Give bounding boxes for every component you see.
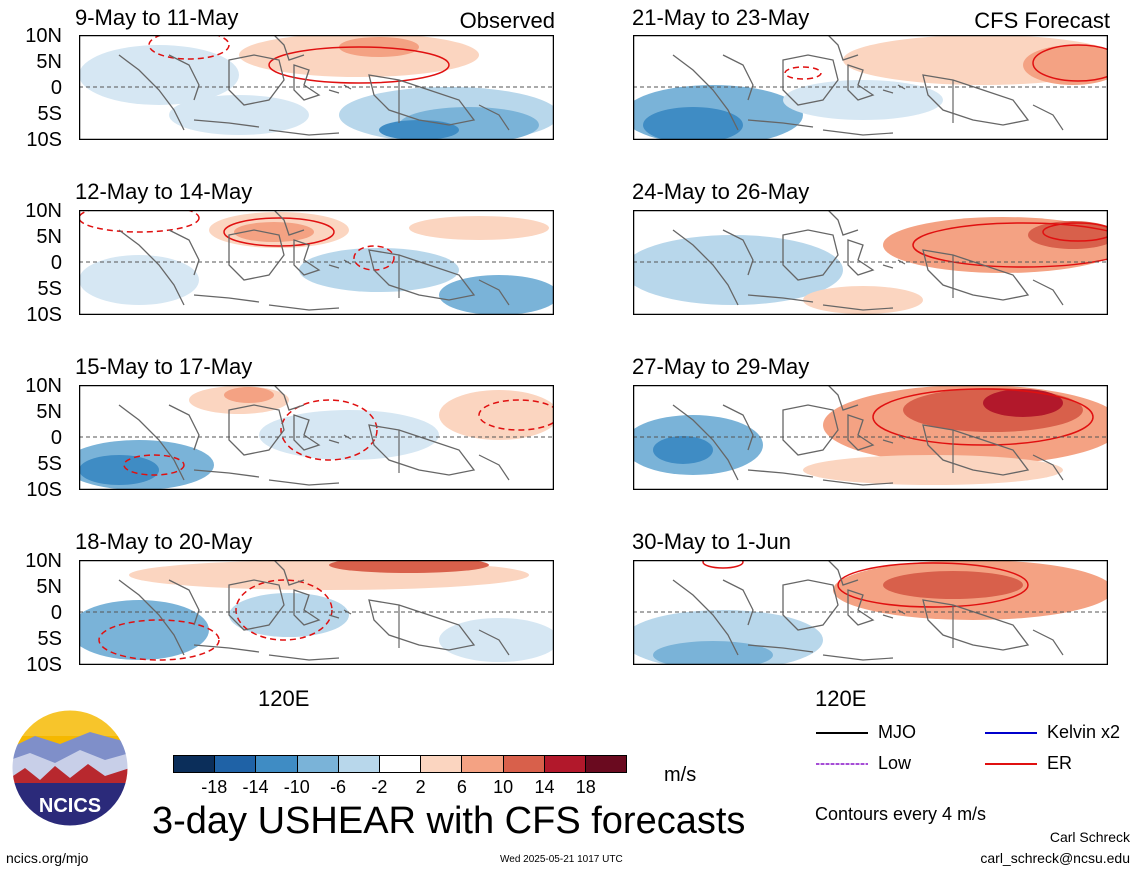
legend-item-er: ER: [985, 753, 1072, 774]
footer-timestamp: Wed 2025-05-21 1017 UTC: [500, 854, 623, 865]
colorbar-tick-label: 14: [534, 777, 555, 797]
lon-label-right: 120E: [815, 686, 867, 711]
ncics-logo: NCICS: [11, 709, 129, 827]
colorbar: [173, 755, 627, 773]
main-title: 3-day USHEAR with CFS forecasts: [152, 800, 746, 842]
lat-label: 5N: [36, 576, 62, 598]
colorbar-swatch: [544, 756, 586, 772]
panel-title: 18-May to 20-May: [75, 529, 253, 554]
lat-label: 10N: [25, 375, 62, 397]
map-panel-left-2: [79, 210, 554, 315]
map-panel-right-3: [633, 385, 1108, 490]
map-panel-right-2: [633, 210, 1108, 315]
panel-title: 30-May to 1-Jun: [632, 529, 791, 554]
panel-title: 9-May to 11-May: [75, 5, 239, 30]
lat-label: 5S: [37, 453, 62, 475]
colorbar-swatch: [297, 756, 339, 772]
legend-swatch: [985, 762, 1037, 765]
footer-email[interactable]: carl_schreck@ncsu.edu: [980, 850, 1130, 866]
legend-swatch: [816, 762, 868, 765]
legend-swatch: [816, 731, 868, 734]
lat-label: 10S: [26, 479, 62, 501]
map-panel-left-1: [79, 35, 554, 140]
colorbar-swatch: [503, 756, 545, 772]
logo-text: NCICS: [39, 795, 101, 817]
colorbar-swatch: [421, 756, 463, 772]
colorbar-swatch: [462, 756, 504, 772]
legend-label: MJO: [878, 722, 916, 742]
colorbar-tick-label: 10: [493, 777, 514, 797]
colorbar-tick-label: -6: [330, 777, 347, 797]
legend-item-low: Low: [816, 753, 911, 774]
lat-label: 10S: [26, 304, 62, 326]
map-panel-left-3: [79, 385, 554, 490]
lat-label: 5S: [37, 103, 62, 125]
legend-item-mjo: MJO: [816, 722, 916, 743]
lat-label: 10S: [26, 129, 62, 151]
colorbar-swatch: [338, 756, 380, 772]
panel-tag: CFS Forecast: [974, 8, 1110, 33]
lat-label: 5S: [37, 628, 62, 650]
lat-label: 0: [50, 427, 62, 449]
map-panel-right-4: [633, 560, 1108, 665]
footer-author: Carl Schreck: [1049, 829, 1130, 845]
colorbar-swatch: [585, 756, 627, 772]
lat-label: 0: [50, 77, 62, 99]
panel-title: 27-May to 29-May: [632, 354, 810, 379]
lon-label-left: 120E: [258, 686, 310, 711]
lat-label: 5N: [36, 226, 62, 248]
legend-label: Low: [878, 753, 912, 773]
legend-swatch: [985, 731, 1037, 734]
contour-note: Contours every 4 m/s: [815, 804, 987, 824]
lat-label: 5N: [36, 401, 62, 423]
panel-title: 21-May to 23-May: [632, 5, 810, 30]
colorbar-tick-label: -10: [283, 777, 310, 797]
legend-label: Kelvin x2: [1047, 722, 1121, 742]
colorbar-tick-label: 2: [415, 777, 426, 797]
lat-label: 10N: [25, 550, 62, 572]
colorbar-swatch: [379, 756, 422, 772]
colorbar-swatch: [256, 756, 298, 772]
lat-label: 5N: [36, 51, 62, 73]
panel-title: 24-May to 26-May: [632, 179, 810, 204]
legend-label: ER: [1047, 753, 1073, 773]
lat-label: 5S: [37, 278, 62, 300]
colorbar-tick-label: -14: [242, 777, 269, 797]
panel-title: 15-May to 17-May: [75, 354, 253, 379]
lat-label: 0: [50, 602, 62, 624]
lat-label: 10N: [25, 200, 62, 222]
colorbar-swatch: [215, 756, 257, 772]
colorbar-swatch: [174, 756, 216, 772]
lat-label: 10S: [26, 654, 62, 676]
colorbar-tick-label: -2: [371, 777, 388, 797]
lat-label: 10N: [25, 25, 62, 47]
lat-label: 0: [50, 252, 62, 274]
colorbar-unit: m/s: [664, 764, 697, 786]
panel-title: 12-May to 14-May: [75, 179, 253, 204]
legend-item-kelvin: Kelvin x2: [985, 722, 1120, 743]
map-panel-right-1: [633, 35, 1108, 140]
colorbar-tick-label: 18: [575, 777, 596, 797]
colorbar-tick-label: 6: [456, 777, 467, 797]
panel-tag: Observed: [459, 8, 555, 33]
colorbar-tick-label: -18: [201, 777, 228, 797]
map-panel-left-4: [79, 560, 554, 665]
footer-link[interactable]: ncics.org/mjo: [6, 850, 89, 866]
